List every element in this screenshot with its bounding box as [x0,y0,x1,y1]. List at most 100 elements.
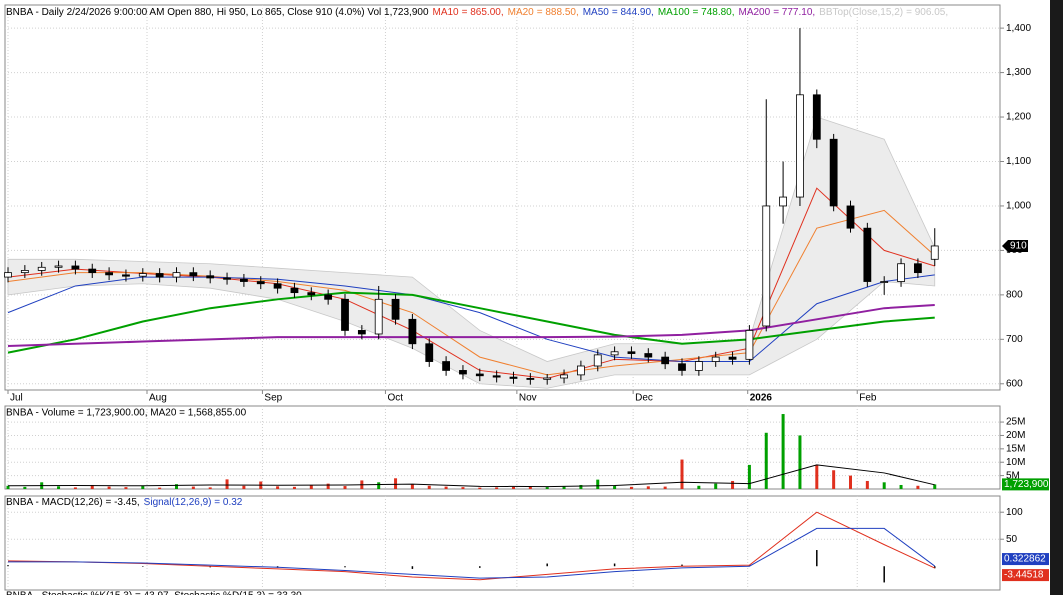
volume-bar [90,484,94,489]
volume-bar [663,486,667,489]
candle-body [459,370,467,375]
last-volume-label: 1,723,900 [1004,479,1049,490]
panel-frame [4,495,1001,591]
y-tick-label: 1,200 [1006,112,1031,123]
volume-bar [781,414,785,489]
volume-bar [933,484,937,489]
volume-bar [680,459,684,489]
candle-body [408,318,417,345]
volume-bar [444,486,448,489]
candle-body [812,94,821,140]
volume-bar [326,483,330,489]
panel-frame [4,4,1001,391]
volume-bar [309,484,313,489]
macd-value-label: -3.44518 [1004,570,1044,581]
candle-body [223,277,231,280]
price-marker [1002,239,1028,252]
candle-body [20,270,29,274]
volume-bar [697,485,701,489]
volume-bar [73,487,77,489]
chart-header: BNBA - Daily 2/24/2026 9:00:00 AM Open 8… [6,7,948,18]
candle-body [762,205,771,327]
y-tick-label: 700 [1006,334,1023,345]
volume-bar [6,485,10,489]
candle-body [930,245,939,260]
volume-bar [343,486,347,489]
legend-value: = 865.00, [462,7,504,18]
volume-bar [596,479,600,489]
volume-bar [579,484,583,489]
volume-bar [849,475,852,489]
x-tick-label: Nov [519,393,537,404]
panel-frame [4,405,1001,490]
candle-body [374,298,383,335]
last-price-label: 910 [1010,241,1027,252]
volume-bar [141,486,145,489]
volume-bar [747,464,751,489]
macd-value-box [1002,553,1049,566]
volume-bar [377,482,381,489]
candle-body [341,298,349,331]
y-tick-label: 1,000 [1006,201,1031,212]
volume-bar [916,485,920,489]
side-strip [1050,0,1063,595]
volume-bar [208,487,212,489]
legend-value: = 888.50, [537,7,579,18]
candle-body [678,363,686,371]
candle-body [711,356,720,362]
volume-bar [427,485,431,489]
volume-bar [865,480,869,489]
candle-body [627,351,636,354]
candle-body [357,330,366,335]
legend-name: BBTop(Close,15,2) [819,7,903,18]
candle-body [880,281,889,283]
volume-bar [124,487,128,489]
moving-average-line [7,209,936,376]
legend-name: MA100 [658,7,690,18]
volume-bar [410,484,414,489]
volume-bar [394,478,398,489]
y-tick-label: 20M [1006,430,1025,441]
legend-name: MA10 [433,7,460,18]
candle-body [4,272,12,278]
y-tick-label: 1,100 [1006,156,1031,167]
header-text: BNBA - Daily 2/24/2026 9:00:00 AM Open 8… [6,7,429,18]
macd-line [7,511,935,581]
candle-body [897,263,905,282]
volume-bar [613,485,617,489]
candle-body [122,274,130,277]
panel-title: BNBA - MACD(12,26) = -3.45, Signal(12,26,… [6,497,243,508]
candle-body [745,330,754,360]
volume-bar [545,487,549,489]
candle-body [54,265,63,268]
volume-bar [292,486,296,489]
x-tick-label: Sep [264,393,282,404]
macd-line [8,527,936,579]
candle-body [796,94,804,198]
volume-bar [731,480,735,489]
y-tick-label: 1,400 [1006,23,1031,34]
volume-bar [646,486,650,489]
candle-body [846,205,855,229]
candle-body [661,356,670,365]
volume-bar [512,486,515,489]
candle-body [644,353,653,358]
volume-bar [815,464,819,489]
candle-body [560,374,568,379]
candle-body [256,281,265,285]
candle-body [189,272,198,277]
y-tick-label: 800 [1006,290,1023,301]
volume-bar [461,487,465,489]
legend-value: = 906.05, [906,7,948,18]
x-tick-label: 2026 [750,393,773,404]
candle-body [593,354,602,367]
volume-ma-line [7,464,935,488]
candle-body [105,272,113,276]
legend-value: = 844.90, [612,7,654,18]
y-tick-label: 25M [1006,417,1025,428]
legend-name: MA50 [583,7,610,18]
y-tick-label: 5M [1006,470,1020,481]
candle-body [442,361,451,371]
volume-bar [899,484,903,489]
y-tick-label: 1,300 [1006,67,1031,78]
